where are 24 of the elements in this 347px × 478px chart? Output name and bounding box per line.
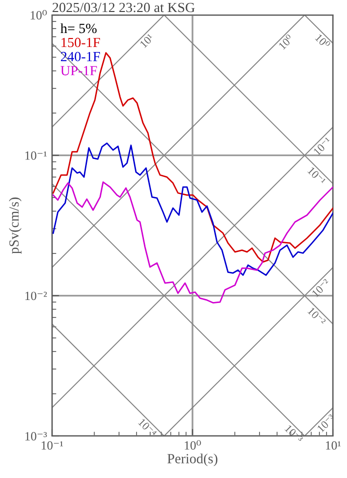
annotation: 10⁻⁴ [138, 418, 158, 438]
y-tick-label: 10⁻³ [25, 432, 47, 440]
legend-title: h= 5% [60, 23, 97, 34]
annotation: 10⁻² [307, 306, 326, 326]
annotation: 10⁻¹ [307, 166, 326, 186]
annotation: 10⁰ [314, 33, 331, 50]
text: UP-1F [60, 66, 97, 76]
chart-title: 2025/03/12 23:20 at KSG [52, 2, 195, 12]
annotation: 10¹ [140, 34, 154, 48]
y-tick-label: 10⁻² [25, 292, 47, 300]
annotation: 10⁻¹ [313, 136, 332, 156]
y-axis-title: pSv(cm/s) [8, 198, 22, 254]
annotation: 10⁻³ [284, 424, 304, 444]
y-tick-label: 10⁻¹ [25, 151, 47, 160]
y-tick-label: 10⁰ [30, 10, 47, 20]
series-label: 150-1F [62, 38, 100, 48]
text: 240-1F [60, 52, 100, 62]
annotation: 10⁰ [278, 34, 294, 50]
x-tick-label: 10¹ [326, 441, 341, 450]
x-tick-label: 10⁻¹ [42, 441, 63, 450]
x-tick-label: 10⁰ [184, 440, 201, 450]
x-axis-title: Period(s) [167, 454, 218, 466]
annotation: 10⁻² [312, 278, 330, 298]
annotation: 10⁻³ [316, 414, 336, 433]
